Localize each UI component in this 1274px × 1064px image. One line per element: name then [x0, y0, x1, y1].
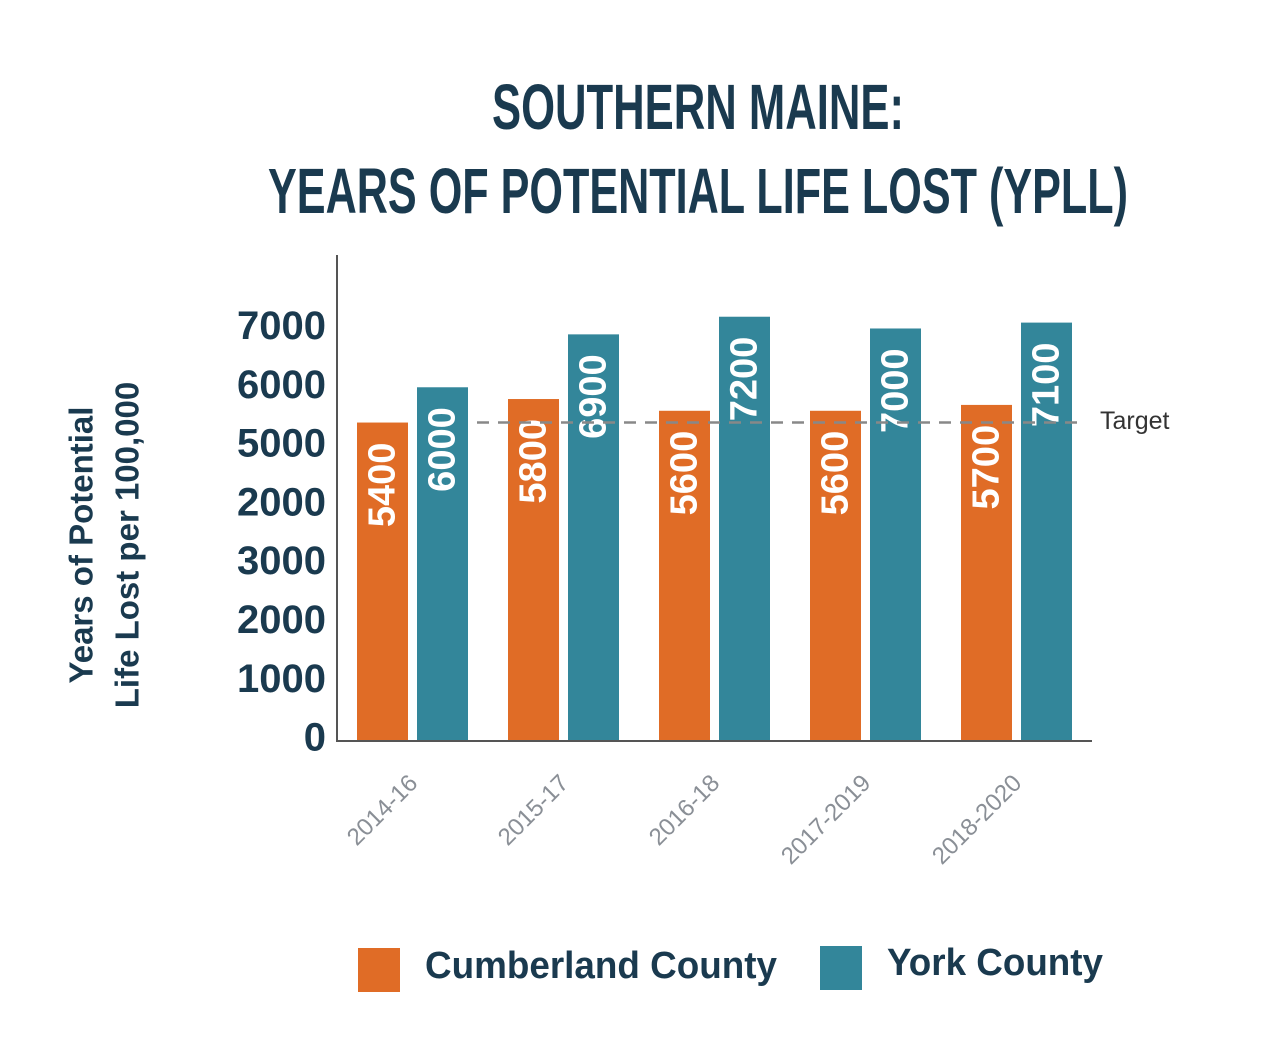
value-label: 5600 [664, 431, 706, 516]
chart-title: YEARS OF POTENTIAL LIFE LOST (YPLL) [268, 155, 1128, 227]
legend-swatch [820, 946, 862, 990]
bar [719, 316, 770, 740]
value-label: 5700 [966, 425, 1008, 510]
value-label: 7000 [875, 348, 917, 433]
y-tick-label: 7000 [237, 304, 326, 348]
legend-swatch [358, 948, 400, 992]
bar [810, 410, 861, 740]
y-tick-label: 0 [304, 716, 326, 760]
y-tick-label: 6000 [237, 363, 326, 407]
bar [1021, 322, 1072, 740]
y-tick-label: 3000 [237, 539, 326, 583]
legend-label: Cumberland County [425, 945, 777, 987]
y-tick-label: 5000 [237, 422, 326, 466]
y-tick-label: 2000 [237, 480, 326, 524]
value-label: 5400 [362, 443, 404, 528]
x-tick-label: 2018-2020 [927, 770, 1027, 870]
y-tick-label: 2000 [237, 598, 326, 642]
value-label: 5800 [513, 419, 555, 504]
bar [357, 422, 408, 740]
annotation: Target [1100, 407, 1170, 435]
chart-title: SOUTHERN MAINE: [492, 71, 904, 143]
bar [870, 328, 921, 740]
value-label: 7100 [1026, 343, 1068, 428]
value-label: 7200 [724, 337, 766, 422]
bar [659, 410, 710, 740]
x-tick-label: 2015-17 [493, 770, 574, 851]
legend-label: York County [887, 942, 1103, 984]
x-tick-label: 2014-16 [342, 770, 423, 851]
y-axis-label: Life Lost per 100,000 [109, 382, 146, 708]
value-label: 6900 [573, 354, 615, 439]
y-axis-label: Years of Potential [63, 407, 100, 684]
bar [961, 404, 1012, 740]
bar [508, 399, 559, 740]
x-tick-label: 2016-18 [644, 770, 725, 851]
bar [568, 334, 619, 740]
x-tick-label: 2017-2019 [776, 770, 876, 870]
bar [417, 387, 468, 740]
value-label: 5600 [815, 431, 857, 516]
y-tick-label: 1000 [237, 657, 326, 701]
value-label: 6000 [422, 407, 464, 492]
